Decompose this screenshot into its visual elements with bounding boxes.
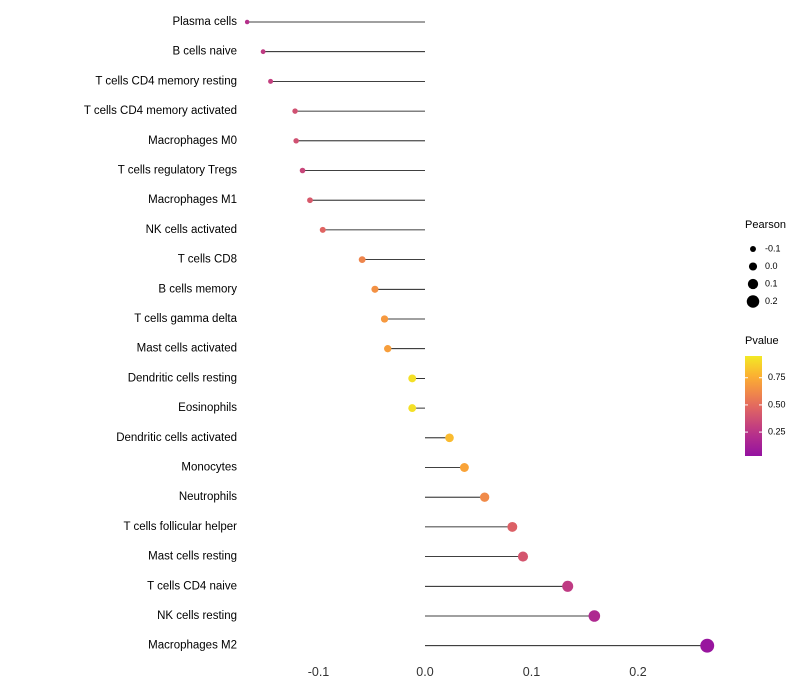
legend-size-title: Pearson bbox=[745, 219, 786, 231]
y-axis-label: Monocytes bbox=[181, 462, 237, 474]
lollipop-dot bbox=[445, 433, 454, 443]
lollipop-dot bbox=[384, 345, 392, 353]
y-axis-label: Plasma cells bbox=[172, 16, 237, 28]
legend-color-title: Pvalue bbox=[745, 335, 779, 347]
lollipop-dot bbox=[700, 638, 715, 653]
legend-size-dot bbox=[750, 246, 756, 252]
x-axis-tick-label: 0.1 bbox=[523, 665, 540, 679]
y-axis-label: Mast cells activated bbox=[137, 343, 237, 355]
legend-color-tick-label: 0.25 bbox=[768, 426, 786, 436]
lollipop-dot bbox=[408, 374, 417, 383]
y-axis-label: NK cells activated bbox=[146, 224, 237, 236]
legend-size-dot bbox=[747, 278, 759, 290]
x-axis-tick-label: 0.0 bbox=[416, 665, 433, 679]
y-axis-label: Dendritic cells activated bbox=[116, 432, 237, 444]
lollipop-dot bbox=[299, 167, 306, 174]
lollipop-dot bbox=[459, 463, 469, 472]
lollipop-dot bbox=[244, 19, 250, 25]
lollipop-dot bbox=[380, 315, 389, 323]
legend-size-label: 0.2 bbox=[765, 296, 778, 306]
y-axis-label: Macrophages M0 bbox=[148, 135, 237, 147]
lollipop-dot bbox=[307, 197, 313, 204]
x-axis-tick-label: -0.1 bbox=[308, 665, 330, 679]
legend-size-dot bbox=[748, 262, 758, 271]
lollipop-dot bbox=[260, 49, 266, 55]
lollipop-dot bbox=[479, 492, 490, 502]
legend-color-tick-label: 0.75 bbox=[768, 372, 786, 382]
y-axis-label: Macrophages M1 bbox=[148, 194, 237, 206]
y-axis-label: Neutrophils bbox=[179, 491, 237, 503]
y-axis-label: T cells gamma delta bbox=[134, 313, 237, 325]
y-axis-label: Eosinophils bbox=[178, 402, 237, 414]
y-axis-label: T cells CD4 memory resting bbox=[95, 75, 237, 87]
lollipop-dot bbox=[319, 226, 326, 233]
y-axis-label: T cells CD4 naive bbox=[147, 580, 237, 592]
legend-size-dot bbox=[746, 295, 760, 308]
legend-size-label: -0.1 bbox=[765, 243, 781, 253]
y-axis-label: Macrophages M2 bbox=[148, 640, 237, 652]
y-axis-label: Dendritic cells resting bbox=[128, 372, 237, 384]
lollipop-dot bbox=[562, 580, 574, 592]
y-axis-label: B cells memory bbox=[158, 283, 237, 295]
y-axis-label: T cells CD8 bbox=[178, 254, 237, 266]
y-axis-label: T cells CD4 memory activated bbox=[84, 105, 237, 117]
lollipop-dot bbox=[292, 108, 298, 114]
legend-size-label: 0.0 bbox=[765, 261, 778, 271]
y-axis-label: B cells naive bbox=[172, 46, 237, 58]
lollipop-dot bbox=[293, 138, 299, 144]
y-axis-label: NK cells resting bbox=[157, 610, 237, 622]
lollipop-dot bbox=[517, 551, 529, 562]
legend-colorbar bbox=[745, 356, 762, 456]
x-axis-tick-label: 0.2 bbox=[629, 665, 646, 679]
y-axis-label: T cells follicular helper bbox=[123, 521, 237, 533]
lollipop-dot bbox=[371, 285, 379, 293]
lollipop-dot bbox=[507, 521, 518, 532]
y-axis-label: T cells regulatory Tregs bbox=[118, 165, 238, 177]
lollipop-dot bbox=[268, 78, 274, 84]
legend-size-label: 0.1 bbox=[765, 278, 778, 288]
y-axis-label: Mast cells resting bbox=[148, 551, 237, 563]
legend-color-tick-label: 0.50 bbox=[768, 399, 786, 409]
lollipop-dot bbox=[408, 404, 417, 413]
lollipop-dot bbox=[358, 256, 366, 264]
lollipop-dot bbox=[588, 610, 601, 622]
